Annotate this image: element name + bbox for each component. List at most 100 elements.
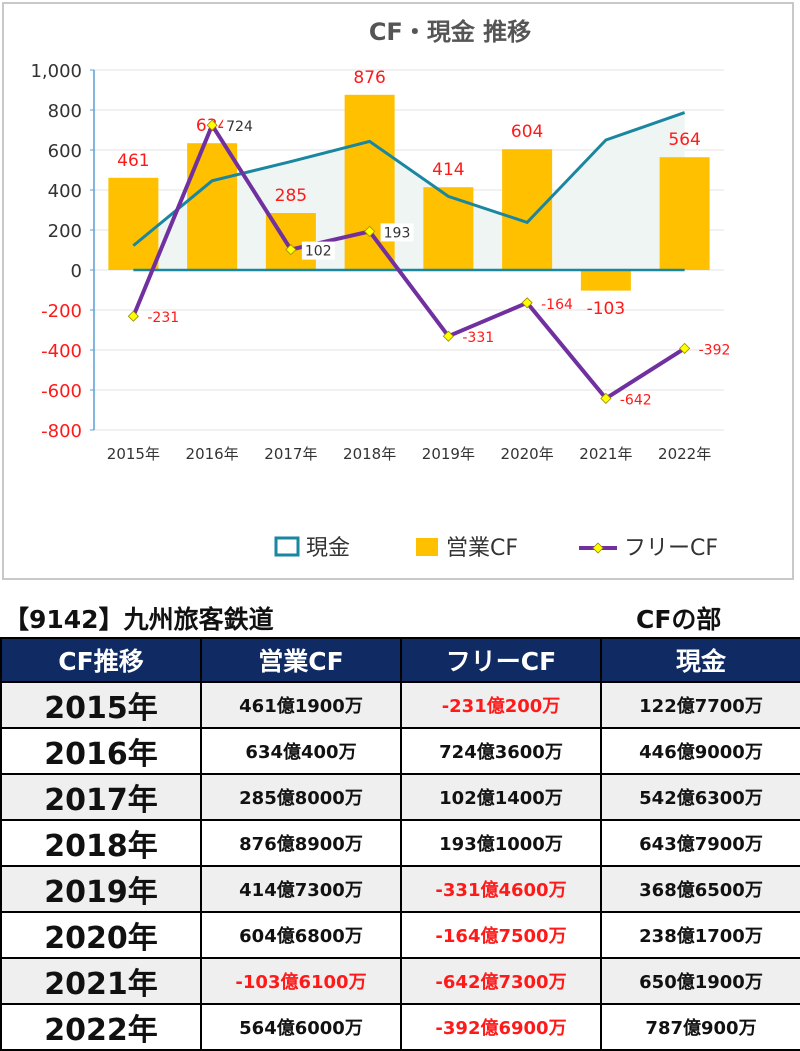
x-tick-label: 2022年: [658, 445, 711, 463]
header-cf-trend: CF推移: [0, 637, 202, 683]
free-cf-cell: 193億1000万: [400, 819, 602, 867]
operating-cf-bar: [580, 270, 631, 291]
section-title: CFの部: [636, 605, 722, 634]
legend-operating-cf-swatch: [416, 538, 438, 556]
operating-cf-bar: [423, 187, 474, 270]
operating-cf-cell: 285億8000万: [200, 773, 402, 821]
cash-cell: 650億1900万: [600, 957, 800, 1005]
x-tick-label: 2021年: [579, 445, 632, 463]
free-cf-cell: -392億6900万: [400, 1003, 602, 1051]
legend-free-cf-marker: [592, 542, 604, 554]
table-row: 2015年 461億1900万 -231億200万 122億7700万: [0, 681, 800, 729]
year-cell: 2019年: [0, 865, 202, 913]
operating-cf-bar: [344, 94, 395, 270]
legend-operating-cf-label: 営業CF: [446, 536, 518, 561]
cf-chart: CF・現金 推移 1,000 800 600 400 200 0 -200 -400 -600 -8…: [30, 18, 731, 561]
operating-cf-label: -103: [587, 299, 626, 319]
year-cell: 2020年: [0, 911, 202, 959]
x-tick-label: 2016年: [186, 445, 239, 463]
free-cf-label-bg: [223, 117, 257, 136]
free-cf-label: 724: [226, 119, 253, 135]
chart-frame: CF・現金 推移 1,000 800 600 400 200 0 -200 -400 -600 -8…: [2, 2, 794, 580]
operating-cf-bar: [659, 157, 710, 270]
table-row: 2022年 564億6000万 -392億6900万 787億900万: [0, 1003, 800, 1051]
y-tick-label: -400: [41, 341, 82, 362]
free-cf-marker: [127, 310, 139, 322]
operating-cf-cell: 634億400万: [200, 727, 402, 775]
table-row: 2019年 414億7300万 -331億4600万 368億6500万: [0, 865, 800, 913]
table-row: 2016年 634億400万 724億3600万 446億9000万: [0, 727, 800, 775]
free-cf-marker: [521, 297, 533, 309]
cash-cell: 122億7700万: [600, 681, 800, 729]
year-cell: 2016年: [0, 727, 202, 775]
operating-cf-cell: 564億6000万: [200, 1003, 402, 1051]
operating-cf-label: 461: [117, 151, 149, 171]
cash-line: [132, 111, 686, 247]
table-header-row: CF推移 営業CF フリーCF 現金: [0, 637, 800, 683]
year-cell: 2015年: [0, 681, 202, 729]
free-cf-cell: -164億7500万: [400, 911, 602, 959]
x-tick-label: 2020年: [501, 445, 554, 463]
operating-cf-label: 414: [432, 160, 464, 180]
free-cf-label: 193: [384, 225, 411, 241]
operating-cf-label: 564: [668, 130, 700, 150]
free-cf-marker: [285, 244, 297, 256]
cash-cell: 238億1700万: [600, 911, 800, 959]
free-cf-line: [131, 123, 686, 401]
x-tick-label: 2017年: [264, 445, 317, 463]
year-cell: 2022年: [0, 1003, 202, 1051]
operating-cf-label: 285: [275, 186, 307, 206]
operating-cf-cell: 876億8900万: [200, 819, 402, 867]
free-cf-marker: [679, 342, 691, 354]
x-tick-label: 2019年: [422, 445, 475, 463]
cash-cell: 787億900万: [600, 1003, 800, 1051]
free-cf-marker: [206, 119, 218, 131]
table-row: 2020年 604億6800万 -164億7500万 238億1700万: [0, 911, 800, 959]
y-tick-label: -600: [41, 381, 82, 402]
operating-cf-label: 604: [511, 122, 543, 142]
operating-cf-cell: -103億6100万: [200, 957, 402, 1005]
header-free-cf: フリーCF: [400, 637, 602, 683]
y-tick-label: 1,000: [30, 61, 82, 82]
operating-cf-cell: 461億1900万: [200, 681, 402, 729]
free-cf-cell: 102億1400万: [400, 773, 602, 821]
operating-cf-bar: [502, 149, 553, 270]
free-cf-cell: -331億4600万: [400, 865, 602, 913]
free-cf-marker: [600, 392, 612, 404]
free-cf-marker: [442, 330, 454, 342]
y-tick-label: 0: [71, 261, 82, 282]
free-cf-label: -392: [699, 342, 731, 358]
free-cf-cell: -642億7300万: [400, 957, 602, 1005]
legend-cash-label: 現金: [306, 536, 350, 561]
header-cash: 現金: [600, 637, 800, 683]
operating-cf-cell: 414億7300万: [200, 865, 402, 913]
operating-cf-bar: [187, 143, 238, 270]
y-tick-label: -200: [41, 301, 82, 322]
free-cf-label: -331: [462, 330, 494, 346]
cash-cell: 643億7900万: [600, 819, 800, 867]
y-tick-label: 800: [48, 101, 82, 122]
operating-cf-cell: 604億6800万: [200, 911, 402, 959]
y-tick-label: 600: [48, 141, 82, 162]
operating-cf-label: 876: [353, 68, 385, 88]
year-cell: 2021年: [0, 957, 202, 1005]
x-tick-label: 2015年: [107, 445, 160, 463]
chart-title: CF・現金 推移: [369, 18, 531, 46]
year-cell: 2018年: [0, 819, 202, 867]
header-operating-cf: 営業CF: [200, 637, 402, 683]
free-cf-label: 102: [305, 244, 332, 260]
y-tick-label: -800: [41, 421, 82, 442]
table-row: 2017年 285億8000万 102億1400万 542億6300万: [0, 773, 800, 821]
company-title: 【9142】九州旅客鉄道: [4, 605, 274, 634]
table-row: 2021年 -103億6100万 -642億7300万 650億1900万: [0, 957, 800, 1005]
operating-cf-bar: [108, 177, 159, 270]
free-cf-cell: -231億200万: [400, 681, 602, 729]
cf-table: CF推移 営業CF フリーCF 現金 2015年 461億1900万 -231億20…: [0, 637, 800, 1051]
x-tick-label: 2018年: [343, 445, 396, 463]
y-tick-label: 200: [48, 221, 82, 242]
free-cf-marker: [364, 225, 376, 237]
free-cf-label: -642: [620, 392, 652, 408]
cash-cell: 368億6500万: [600, 865, 800, 913]
legend-cash-swatch: [274, 536, 300, 557]
y-tick-label: 400: [48, 181, 82, 202]
